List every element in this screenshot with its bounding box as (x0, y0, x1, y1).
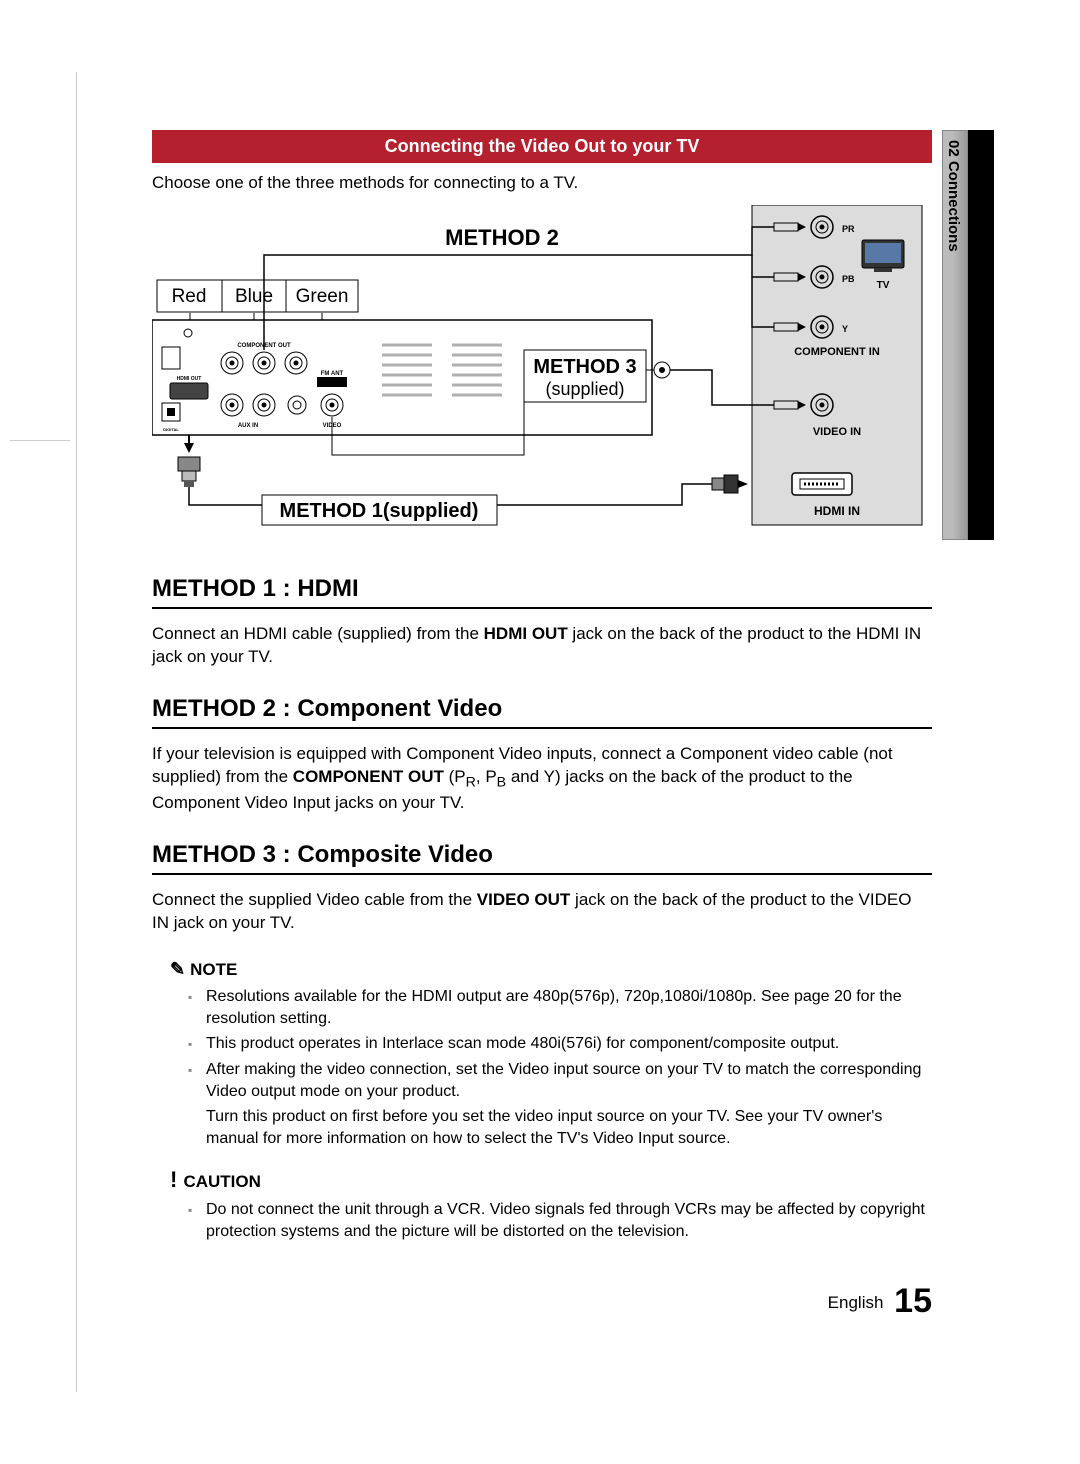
caution-header: CAUTION (170, 1167, 932, 1193)
note-item: Resolutions available for the HDMI outpu… (188, 986, 932, 1029)
note-sub: Turn this product on first before you se… (206, 1106, 932, 1149)
method2-title: METHOD 2 : Component Video (152, 695, 932, 729)
svg-text:Green: Green (296, 286, 349, 307)
svg-text:PR: PR (842, 224, 855, 234)
note-header: NOTE (170, 959, 932, 980)
svg-text:FM ANT: FM ANT (321, 371, 344, 377)
method1-label: METHOD 1(supplied) (280, 500, 479, 522)
chapter-tab-accent (968, 130, 994, 540)
page-content: Connecting the Video Out to your TV Choo… (152, 130, 932, 1321)
method3-title: METHOD 3 : Composite Video (152, 841, 932, 875)
method3-label: METHOD 3 (533, 356, 636, 378)
svg-text:AUX IN: AUX IN (238, 423, 258, 429)
note-list: Resolutions available for the HDMI outpu… (188, 986, 932, 1102)
red-label: Red (172, 286, 207, 307)
hdmi-in-label: HDMI IN (814, 504, 860, 518)
method1-body: Connect an HDMI cable (supplied) from th… (152, 623, 932, 669)
section-header: Connecting the Video Out to your TV (152, 130, 932, 163)
method2-body: If your television is equipped with Comp… (152, 743, 932, 815)
method3-body: Connect the supplied Video cable from th… (152, 889, 932, 935)
blue-label: Blue (235, 286, 273, 307)
caution-item: Do not connect the unit through a VCR. V… (188, 1199, 932, 1242)
svg-text:Y: Y (842, 324, 848, 334)
method2-label: METHOD 2 (445, 225, 559, 250)
svg-text:HDMI OUT: HDMI OUT (177, 376, 202, 382)
crop-mark-v (76, 72, 77, 1392)
connection-diagram: TV PR PB (152, 205, 932, 545)
page-footer: English 15 (152, 1282, 932, 1321)
footer-lang: English (828, 1293, 884, 1312)
footer-page: 15 (894, 1282, 932, 1320)
method3-sub: (supplied) (545, 379, 624, 399)
svg-text:DIGITAL: DIGITAL (163, 427, 179, 432)
video-in-label: VIDEO IN (813, 426, 861, 438)
intro-text: Choose one of the three methods for conn… (152, 173, 932, 193)
note-item: After making the video connection, set t… (188, 1059, 932, 1102)
component-in-label: COMPONENT IN (794, 346, 880, 358)
chapter-tab-label: 02 Connections (945, 140, 962, 252)
caution-list: Do not connect the unit through a VCR. V… (188, 1199, 932, 1242)
svg-text:PB: PB (842, 274, 855, 284)
note-item: This product operates in Interlace scan … (188, 1033, 932, 1055)
tv-label: TV (877, 280, 890, 291)
crop-mark-h (10, 440, 70, 441)
method1-title: METHOD 1 : HDMI (152, 575, 932, 609)
